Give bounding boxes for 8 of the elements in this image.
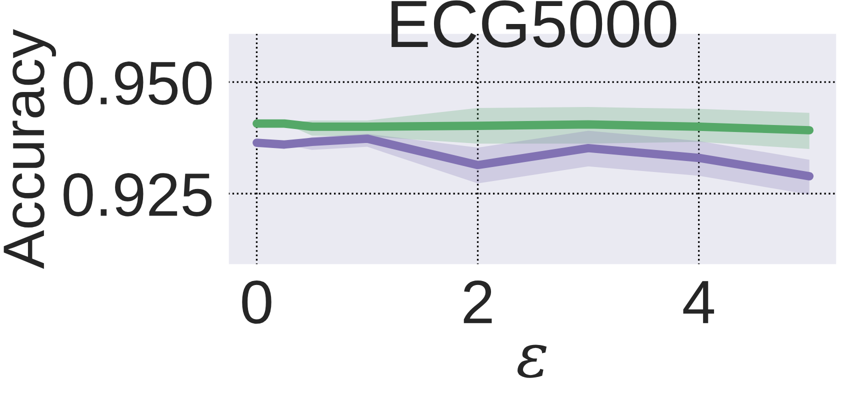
chart-title: ECG5000 [392,0,676,48]
x-axis-title: ε [518,344,547,378]
x-tick-label: 0 [242,280,272,324]
x-tick-label: 4 [683,281,714,324]
y-axis-title: Accuracy [4,29,56,269]
y-tick-label: 0.925 [64,173,212,216]
y-tick-label: 0.950 [64,62,212,105]
x-tick-label: 2 [464,280,492,324]
